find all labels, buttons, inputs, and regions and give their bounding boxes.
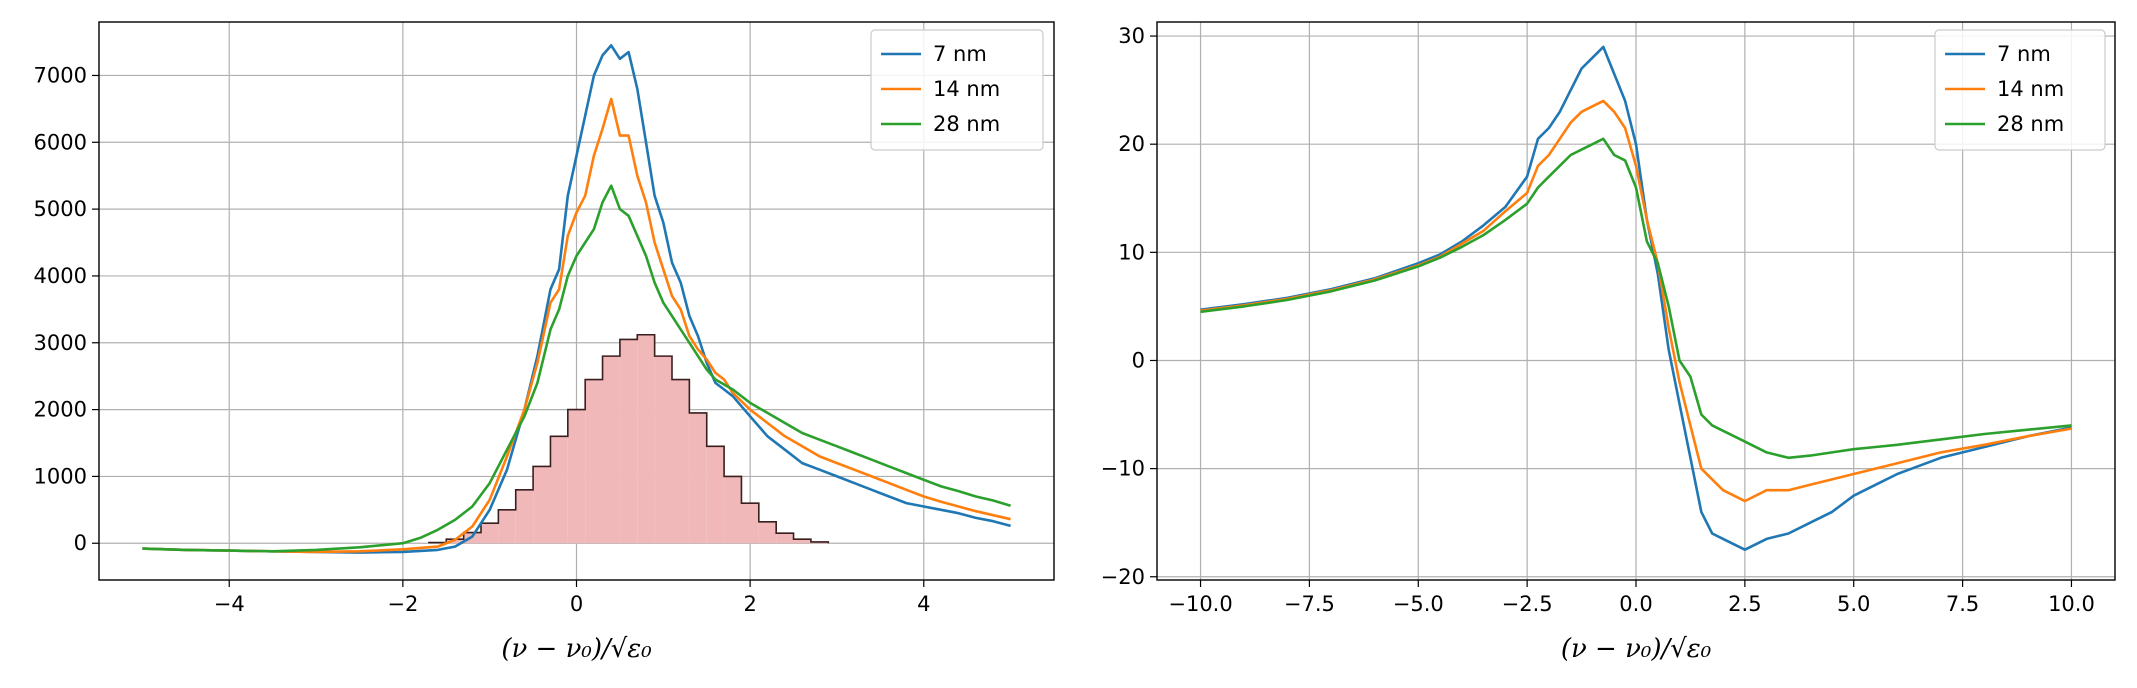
x-tick-label: −7.5 [1284,592,1335,616]
histogram-bar [672,379,690,544]
left-chart-panel: −4 −2 0 2 4 0 1000 2000 3000 4000 5000 6000 7000 (ν −… [34,21,1055,664]
histogram-bar [602,356,620,544]
histogram-bar [724,476,742,544]
x-axis-label: (ν − ν₀)/√ε₀ [1561,634,1712,664]
histogram-bar [706,446,725,544]
series-line-2 [142,184,1011,553]
y-tick-label: 1000 [34,464,87,488]
series-line-0 [142,44,1011,554]
x-tick-label: 0.0 [1619,592,1652,616]
y-tick-label: 4000 [34,264,87,288]
y-tick-label: 30 [1118,24,1145,48]
x-tick-label: −4 [214,592,245,616]
y-tick-label: 2000 [34,398,87,422]
legend-entry-label: 28 nm [933,112,1000,136]
legend-entry-label: 7 nm [1997,42,2051,66]
histogram-bar [567,409,586,544]
histogram-bar [619,339,638,544]
legend-entry-label: 7 nm [933,42,987,66]
y-tick-label: 7000 [34,63,87,87]
y-tick-label: 0 [1132,348,1145,372]
y-tick-label: 20 [1118,132,1145,156]
x-tick-label: 10.0 [2048,592,2095,616]
x-tick-label: −2 [387,592,418,616]
histogram-bar [637,334,655,544]
x-tick-label: 4 [917,592,930,616]
legend-box [1934,29,2106,151]
histogram-bar [585,379,603,544]
right-chart-panel: −10.0 −7.5 −5.0 −2.5 0.0 2.5 5.0 7.5 10.0 −20 −10 0… [1101,21,2116,664]
series-line-1 [142,97,1011,554]
x-tick-label: 7.5 [1946,592,1979,616]
histogram-bar [741,503,759,544]
histogram-bar [515,489,534,544]
histogram-bar [498,509,516,544]
x-tick-label: 0 [570,592,583,616]
legend-entry-label: 28 nm [1997,112,2064,136]
x-axis-label: (ν − ν₀)/√ε₀ [501,634,652,664]
legend-entry-label: 14 nm [933,77,1000,101]
histogram-bar [793,539,811,544]
x-tick-label: 2 [743,592,756,616]
legend: 7 nm 14 nm 28 nm [870,29,1044,151]
legend-box [870,29,1044,151]
x-tick-label: 5.0 [1837,592,1870,616]
y-tick-label: 0 [74,531,87,555]
histogram-bar [776,533,794,544]
histogram-bar [654,356,672,544]
y-tick-label: 10 [1118,240,1145,264]
series-line-2 [1200,137,2072,460]
series-line-0 [1200,45,2072,552]
histogram-bar [689,412,707,544]
y-tick-label: −10 [1101,457,1145,481]
legend: 7 nm 14 nm 28 nm [1934,29,2106,151]
x-tick-label: −5.0 [1393,592,1444,616]
histogram-bar [550,436,568,544]
x-tick-label: −2.5 [1502,592,1553,616]
x-tick-label: 2.5 [1728,592,1761,616]
legend-entry-label: 14 nm [1997,77,2064,101]
y-tick-label: −20 [1101,565,1145,589]
x-tick-label: −10.0 [1168,592,1232,616]
histogram-bar [758,521,777,544]
histogram-outline [428,333,830,544]
y-tick-label: 3000 [34,331,87,355]
histogram-bar [533,466,551,544]
histogram-bar [481,523,499,544]
y-tick-label: 5000 [34,197,87,221]
series-line-1 [1200,99,2072,503]
y-tick-label: 6000 [34,130,87,154]
